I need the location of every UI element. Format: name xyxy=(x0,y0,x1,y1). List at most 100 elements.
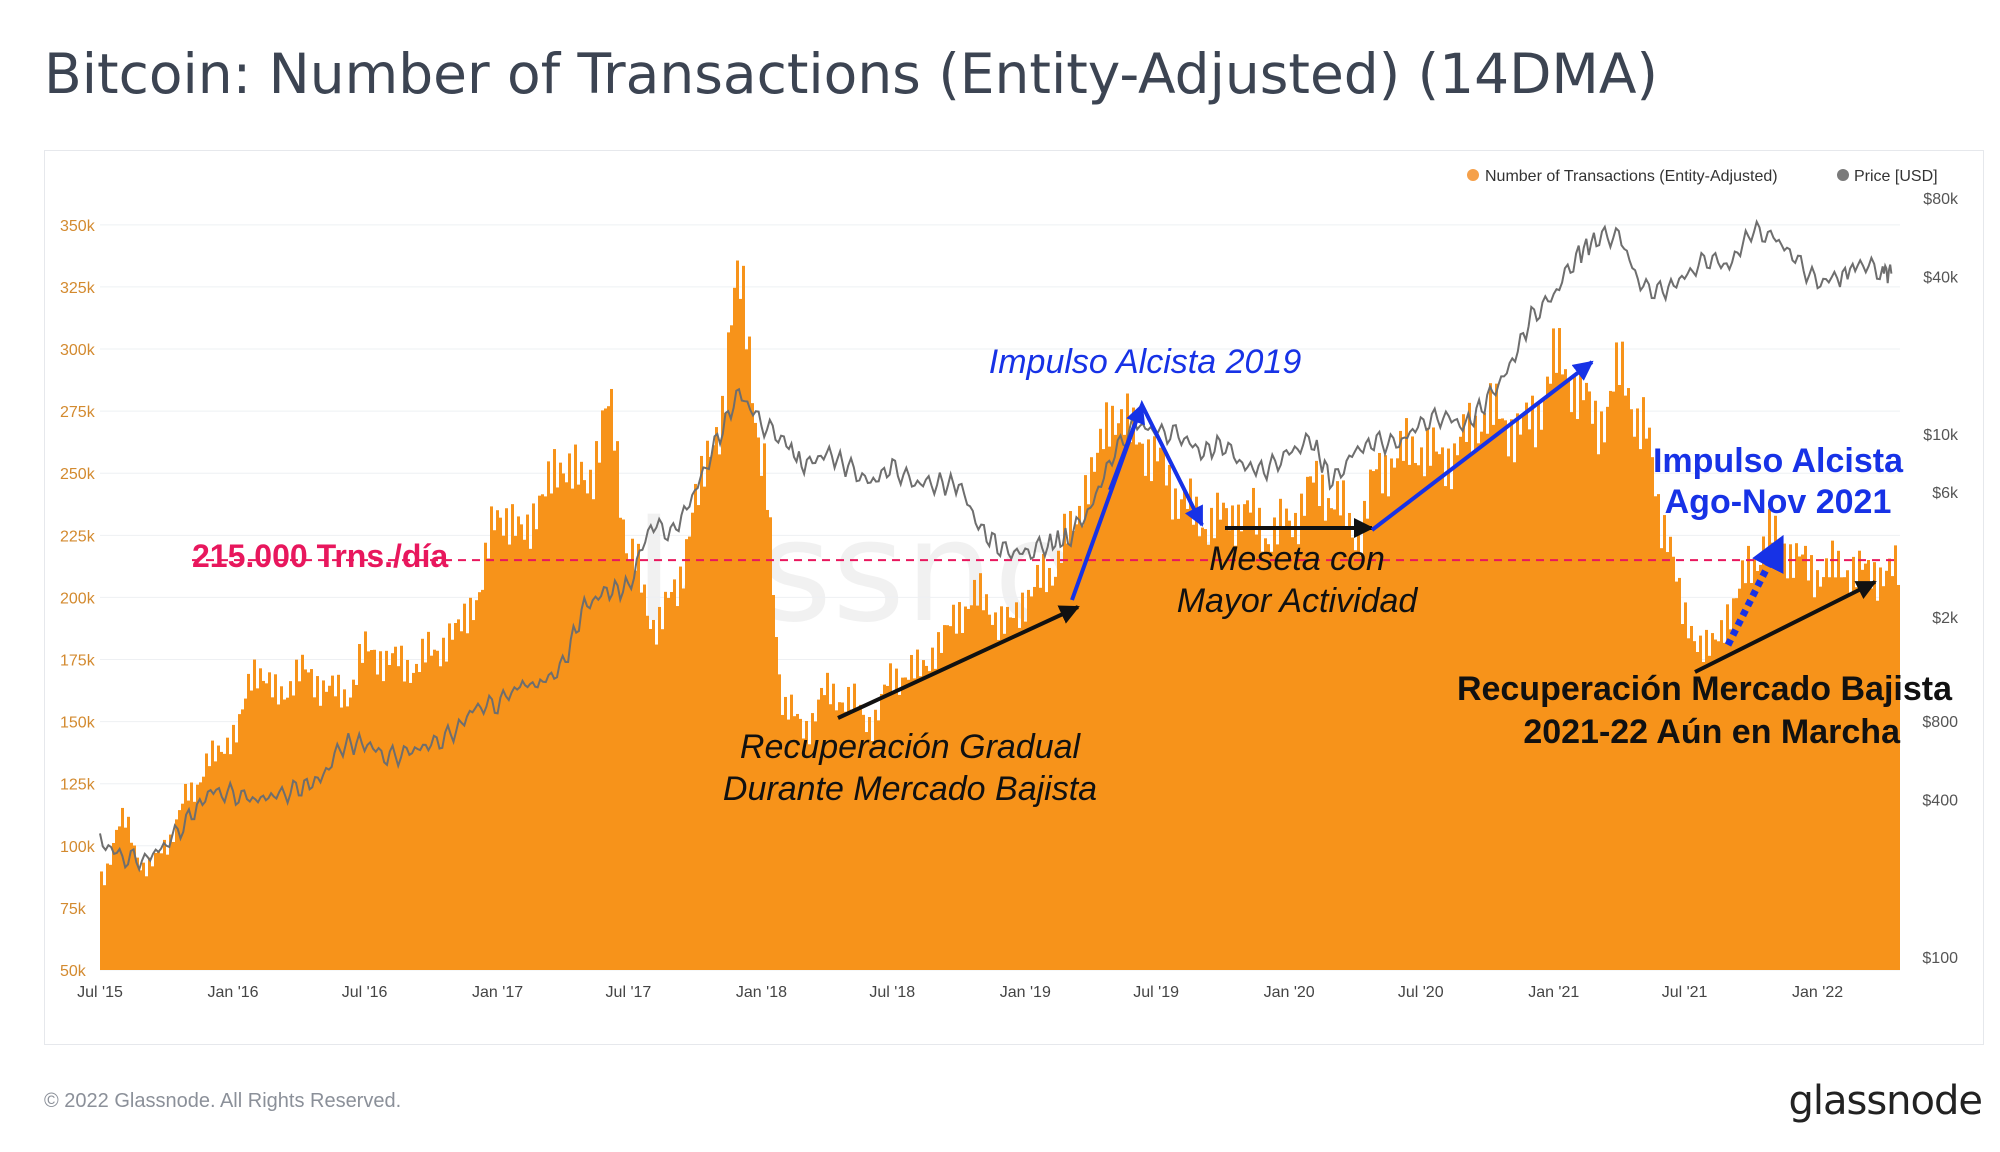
y-left-tick-label: 75k xyxy=(60,901,87,918)
transaction-bar xyxy=(1306,476,1309,970)
transaction-bar xyxy=(286,697,289,970)
transaction-bar xyxy=(829,704,832,970)
transaction-bar xyxy=(931,647,934,970)
transaction-bar xyxy=(325,691,328,970)
transaction-bar xyxy=(745,349,748,970)
transaction-bar xyxy=(1246,500,1249,970)
transaction-bar xyxy=(535,529,538,970)
transaction-bar xyxy=(727,332,730,970)
transaction-bar xyxy=(226,737,229,970)
transaction-bar xyxy=(607,406,610,970)
transaction-bar xyxy=(1864,563,1867,970)
transaction-bar xyxy=(862,714,865,970)
x-tick-label: Jul '21 xyxy=(1662,984,1708,1001)
transaction-bar xyxy=(448,623,451,970)
transaction-bar xyxy=(1354,550,1357,970)
transaction-bar xyxy=(907,679,910,970)
transaction-bar xyxy=(979,573,982,970)
transaction-bar xyxy=(805,720,808,970)
transaction-bar xyxy=(1564,369,1567,971)
transaction-bar xyxy=(205,753,208,970)
transaction-bar xyxy=(379,651,382,970)
x-tick-label: Jul '16 xyxy=(342,984,388,1001)
transaction-bar xyxy=(1165,485,1168,970)
x-tick-label: Jul '17 xyxy=(606,984,652,1001)
transaction-bar xyxy=(1849,593,1852,970)
transaction-bar xyxy=(1456,455,1459,970)
transaction-bar xyxy=(1783,543,1786,970)
transaction-bar xyxy=(568,453,571,970)
transaction-bar xyxy=(634,570,637,970)
transaction-bar xyxy=(838,702,841,970)
transaction-bar xyxy=(673,579,676,970)
transaction-bar xyxy=(268,672,271,970)
transaction-bar xyxy=(1447,448,1450,970)
transaction-bar xyxy=(427,631,430,970)
transaction-bar xyxy=(322,680,325,970)
transaction-bar xyxy=(1243,504,1246,970)
transaction-bar xyxy=(1171,519,1174,970)
transaction-bar xyxy=(112,842,115,970)
transaction-bar xyxy=(865,732,868,970)
transaction-bar xyxy=(925,665,928,970)
transaction-bar xyxy=(685,539,688,970)
transaction-bars xyxy=(100,260,1900,971)
legend-item-price[interactable]: Price [USD] xyxy=(1854,168,1938,185)
transaction-bar xyxy=(439,666,442,970)
transaction-bar xyxy=(160,853,163,970)
transaction-bar xyxy=(670,591,673,970)
y-left-tick-label: 175k xyxy=(60,653,96,670)
arrow-2022-recovery xyxy=(1694,580,1877,674)
transaction-bar xyxy=(964,606,967,970)
page-title: Bitcoin: Number of Transactions (Entity-… xyxy=(44,42,1658,106)
transaction-bar xyxy=(1879,567,1882,970)
transaction-bar xyxy=(127,816,130,970)
transaction-bar xyxy=(526,514,529,970)
transaction-bar xyxy=(1207,544,1210,970)
transaction-bar xyxy=(1252,487,1255,970)
transaction-bar xyxy=(1549,383,1552,970)
transaction-bar xyxy=(532,503,535,970)
transaction-bar xyxy=(1546,376,1549,970)
transaction-bar xyxy=(859,704,862,970)
y-right-tick-label: $6k xyxy=(1932,485,1959,502)
transaction-bar xyxy=(1225,508,1228,970)
transaction-bar xyxy=(844,711,847,970)
transaction-bar xyxy=(1396,458,1399,970)
transaction-bar xyxy=(592,499,595,970)
transaction-bar xyxy=(1189,478,1192,970)
transaction-bar xyxy=(1111,405,1114,970)
transaction-bar xyxy=(775,637,778,970)
transaction-bar xyxy=(1519,434,1522,970)
transaction-bar xyxy=(1135,444,1138,971)
transaction-bar xyxy=(1819,586,1822,970)
transaction-bar xyxy=(1855,587,1858,970)
transaction-bar xyxy=(211,740,214,970)
transaction-bar xyxy=(508,544,511,970)
transaction-bar xyxy=(1015,602,1018,970)
transaction-bar xyxy=(1789,544,1792,970)
transaction-bar xyxy=(184,783,187,970)
transaction-bar xyxy=(919,676,922,970)
transaction-bar xyxy=(946,625,949,970)
transaction-bar xyxy=(1798,556,1801,970)
transaction-bar xyxy=(1759,564,1762,970)
y-right-tick-label: $40k xyxy=(1923,270,1959,287)
transaction-bar xyxy=(1078,505,1081,970)
transaction-bar xyxy=(1729,629,1732,970)
annotation-bull-2021-2: Ago-Nov 2021 xyxy=(1665,483,1892,521)
transaction-bar xyxy=(529,548,532,970)
transaction-bar xyxy=(253,659,256,970)
transaction-bar xyxy=(433,649,436,970)
transaction-bar xyxy=(595,441,598,971)
transaction-bar xyxy=(1585,382,1588,970)
transaction-bar xyxy=(1429,465,1432,970)
transaction-bar xyxy=(997,639,1000,970)
transaction-bar xyxy=(619,517,622,970)
legend: Number of Transactions (Entity-Adjusted)… xyxy=(1467,168,1938,185)
transaction-bar xyxy=(487,558,490,970)
transaction-bar xyxy=(328,685,331,970)
transaction-bar xyxy=(937,632,940,970)
legend-item-transactions[interactable]: Number of Transactions (Entity-Adjusted) xyxy=(1485,168,1778,185)
transaction-bar xyxy=(1345,527,1348,970)
